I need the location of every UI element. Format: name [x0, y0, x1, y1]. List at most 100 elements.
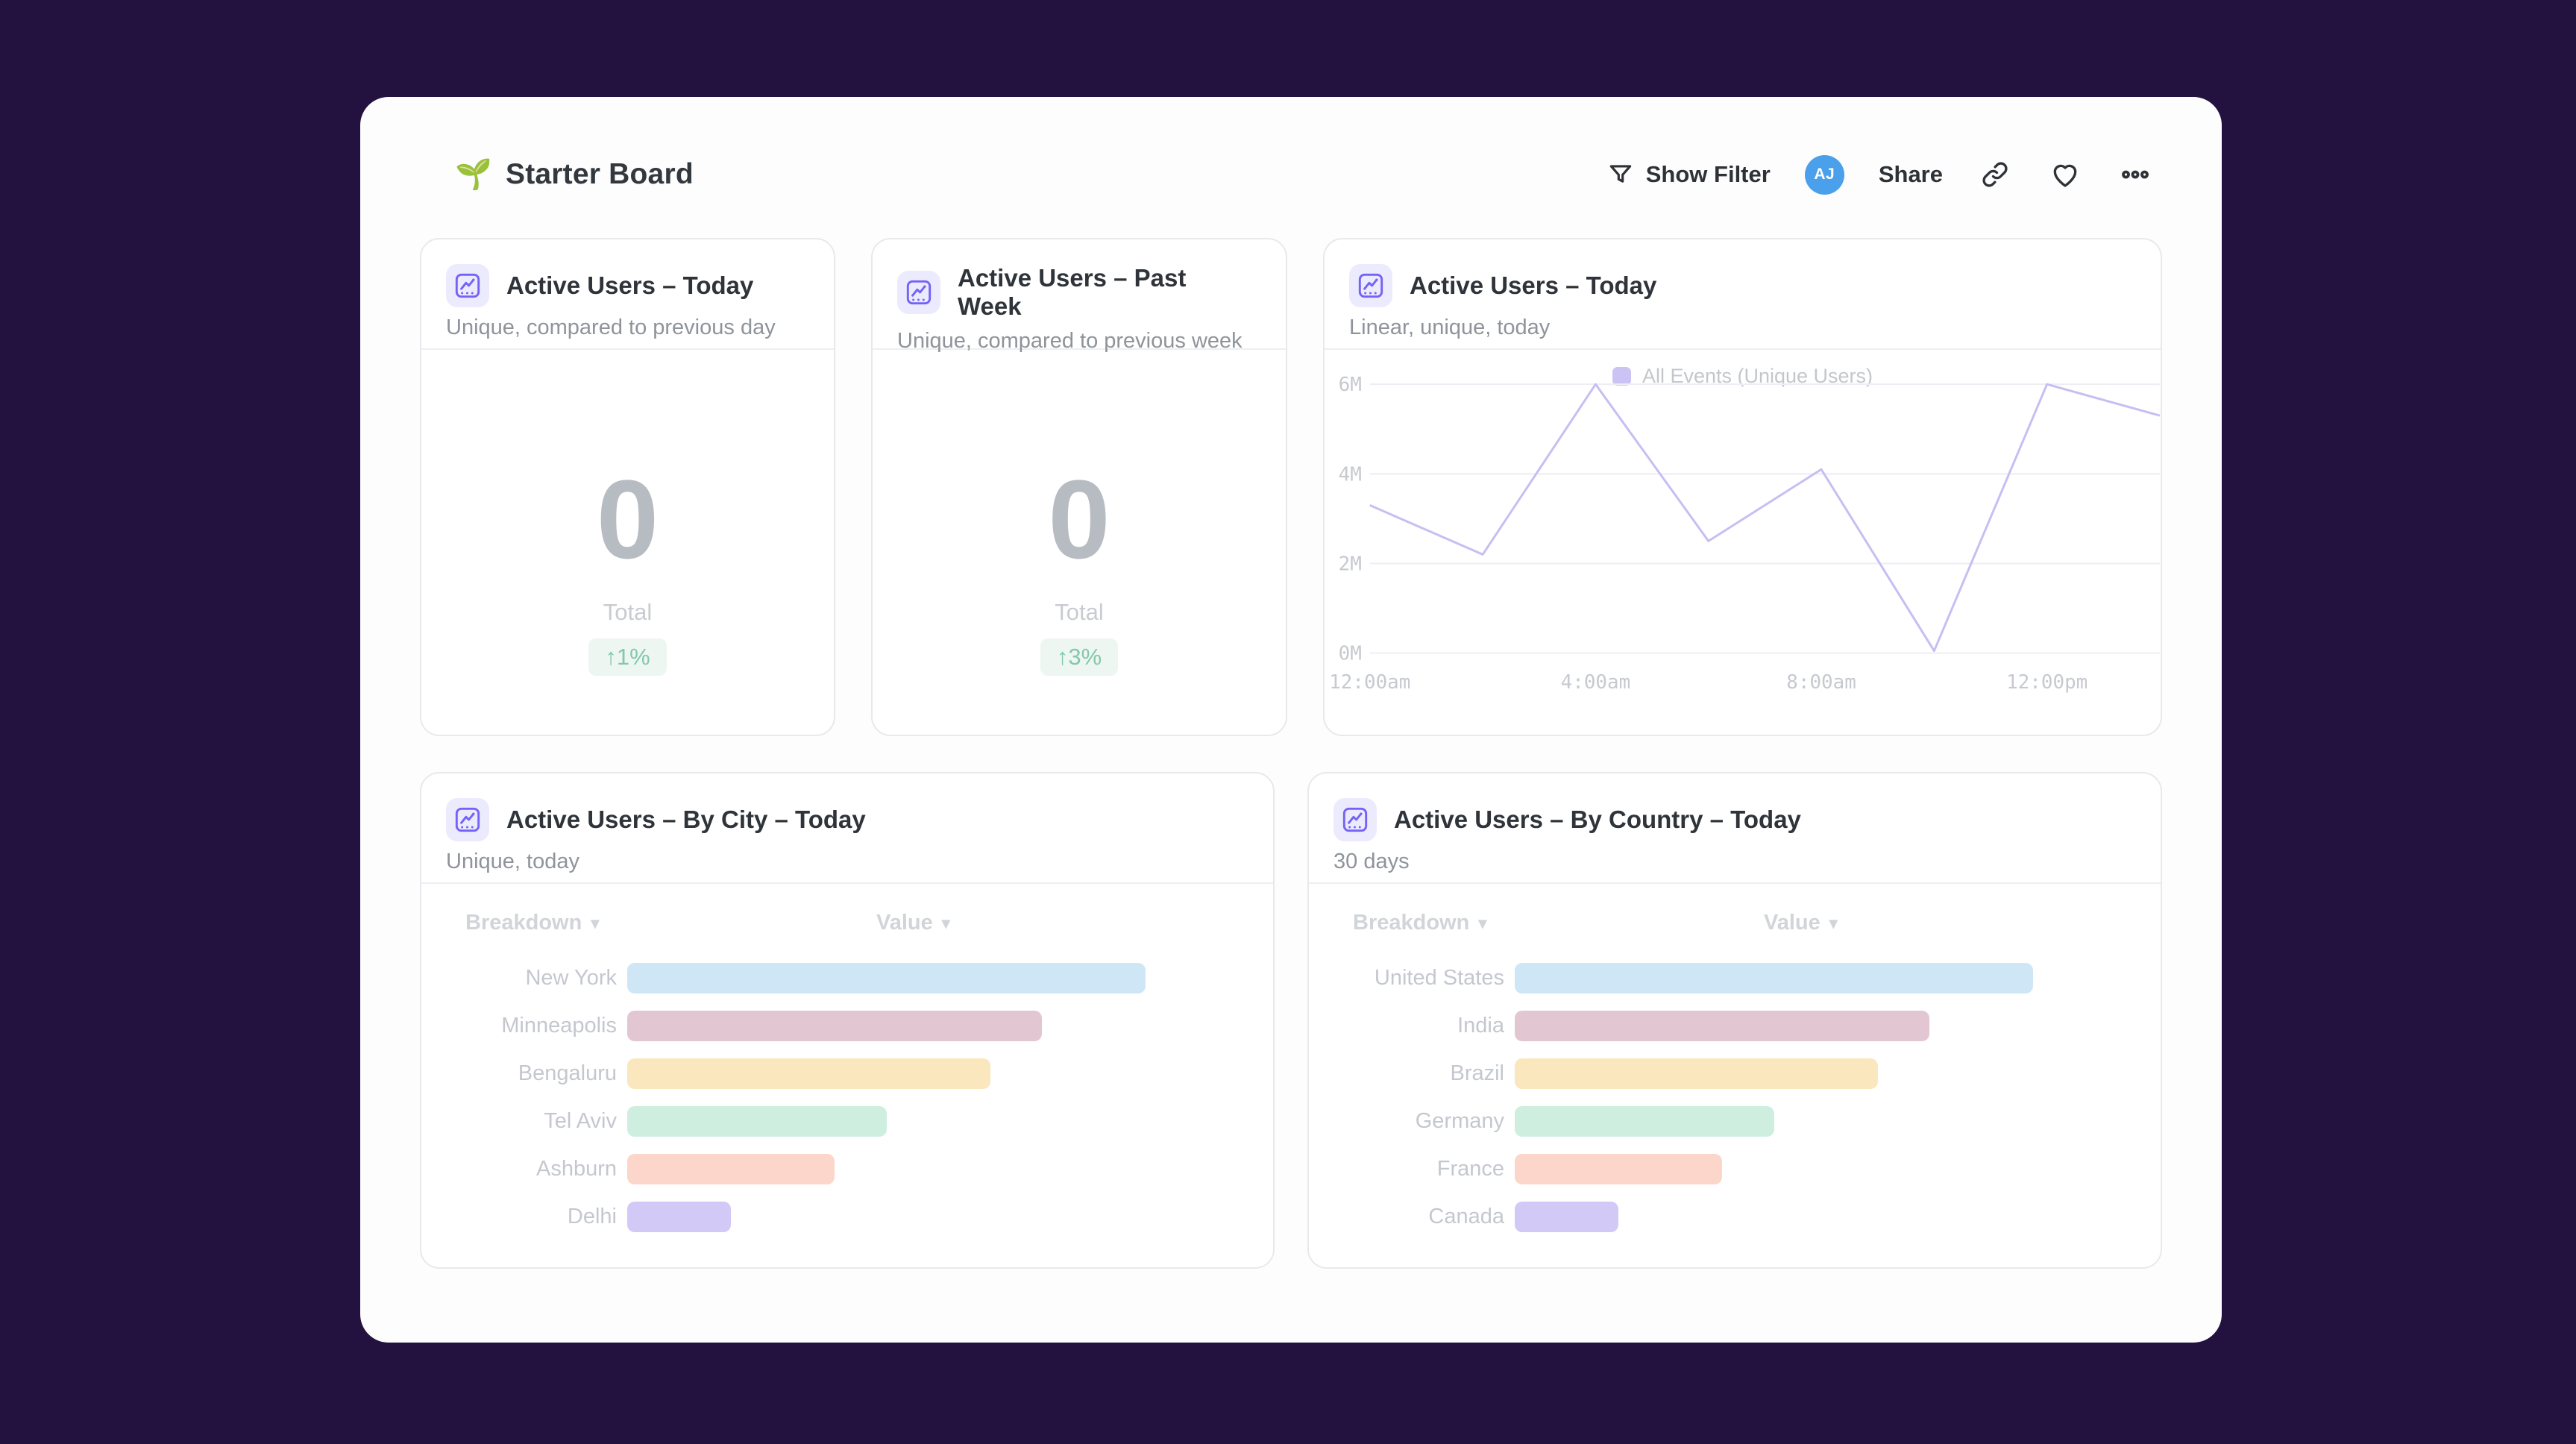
breakdown-column-header[interactable]: Breakdown ▾ [1353, 911, 1486, 935]
value-bar-track [627, 962, 1146, 993]
card-subtitle: Unique, compared to previous week [897, 329, 1243, 353]
chart-icon-box [1333, 798, 1377, 841]
card-subtitle: Unique, compared to previous day [446, 316, 776, 339]
table-row[interactable]: Ashburn [421, 1145, 1273, 1193]
value-bar-track [627, 1058, 1146, 1089]
value-bar[interactable] [627, 1105, 887, 1137]
show-filter-label: Show Filter [1645, 161, 1771, 187]
value-bar[interactable] [1515, 1058, 1878, 1089]
value-column-header[interactable]: Value ▾ [876, 911, 950, 935]
card-title[interactable]: Active Users – Past Week [958, 264, 1187, 320]
table-row[interactable]: Canada [1309, 1193, 2161, 1240]
line-chart-icon [1358, 273, 1383, 298]
card-active-users-past-week-kpi: Active Users – Past Week Unique, compare… [871, 238, 1287, 736]
chevron-down-icon: ▾ [941, 913, 950, 932]
card-title[interactable]: Active Users – Today [1410, 271, 1657, 299]
kpi-value: 0 [596, 456, 659, 582]
y-axis-tick: 2M [1339, 553, 1362, 575]
link-icon [1982, 162, 2008, 187]
y-axis-tick: 4M [1339, 463, 1362, 486]
chart-icon-box [897, 271, 940, 314]
favorite-button[interactable] [2047, 157, 2083, 192]
ellipsis-icon [2122, 170, 2149, 179]
value-bar-track [627, 1010, 1146, 1041]
table-row[interactable]: Delhi [421, 1193, 1273, 1240]
avatar[interactable]: AJ [1804, 154, 1844, 195]
card-header: Active Users – Past Week Unique, compare… [873, 239, 1286, 353]
line-series[interactable] [1369, 383, 2161, 653]
table-row[interactable]: Brazil [1309, 1049, 2161, 1097]
card-header: Active Users – Today Unique, compared to… [421, 239, 834, 350]
card-header: Active Users – By Country – Today 30 day… [1309, 773, 2161, 884]
breakdown-column-label: Breakdown [465, 911, 582, 935]
value-column-header[interactable]: Value ▾ [1764, 911, 1838, 935]
chart-icon-box [446, 264, 489, 307]
value-bar-track [1515, 1201, 2033, 1232]
x-axis-tick: 12:00pm [2006, 671, 2087, 694]
line-chart-icon [906, 280, 932, 305]
show-filter-button[interactable]: Show Filter [1606, 160, 1771, 189]
table-row[interactable]: India [1309, 1002, 2161, 1049]
chevron-down-icon: ▾ [1478, 913, 1487, 932]
board-title-text: Starter Board [506, 158, 694, 190]
card-subtitle: Linear, unique, today [1349, 316, 1551, 339]
card-title[interactable]: Active Users – Today [506, 271, 754, 299]
value-bar[interactable] [1515, 1105, 1774, 1137]
breakdown-label: Bengaluru [518, 1061, 617, 1085]
table-row[interactable]: New York [421, 954, 1273, 1002]
breakdown-table: Breakdown ▾ Value ▾ United States India Br… [1309, 884, 2161, 1267]
table-row[interactable]: Minneapolis [421, 1002, 1273, 1049]
value-bar[interactable] [627, 1153, 835, 1184]
value-bar[interactable] [627, 1058, 990, 1089]
table-row[interactable]: Tel Aviv [421, 1097, 1273, 1145]
breakdown-column-header[interactable]: Breakdown ▾ [465, 911, 599, 935]
card-title[interactable]: Active Users – By City – Today [506, 806, 866, 833]
kpi-delta-badge: ↑3% [1040, 638, 1119, 676]
board-toolbar: Show Filter AJ Share [1606, 154, 2153, 195]
more-options-button[interactable] [2117, 157, 2153, 192]
table-row[interactable]: Bengaluru [421, 1049, 1273, 1097]
breakdown-label: Ashburn [535, 1156, 617, 1181]
table-row[interactable]: United States [1309, 954, 2161, 1002]
x-axis-tick: 12:00am [1329, 671, 1410, 694]
value-bar[interactable] [1515, 1153, 1722, 1184]
value-bar[interactable] [1515, 1010, 1929, 1041]
breakdown-label: United States [1374, 965, 1504, 990]
card-header: Active Users – By City – Today Unique, t… [421, 773, 1273, 884]
line-chart-icon [1342, 807, 1368, 832]
breakdown-table: Breakdown ▾ Value ▾ New York Minneapolis B… [421, 884, 1273, 1267]
breakdown-label: France [1436, 1156, 1504, 1181]
y-axis-tick: 6M [1339, 374, 1362, 396]
value-bar[interactable] [627, 1201, 731, 1232]
value-bar-track [1515, 1058, 2033, 1089]
card-active-users-by-city: Active Users – By City – Today Unique, t… [420, 772, 1275, 1269]
value-bar[interactable] [1515, 962, 2033, 993]
board-title: 🌱 Starter Board [455, 158, 694, 191]
kpi-delta-badge: ↑1% [588, 638, 667, 676]
line-chart-icon [455, 807, 480, 832]
copy-link-button[interactable] [1977, 157, 2013, 192]
y-axis-tick: 0M [1339, 643, 1362, 665]
value-bar[interactable] [1515, 1201, 1618, 1232]
value-bar-track [627, 1153, 1146, 1184]
breakdown-column-label: Breakdown [1353, 911, 1470, 935]
chart-legend[interactable]: All Events (Unique Users) [1325, 365, 2161, 388]
filter-funnel-icon [1609, 165, 1631, 183]
card-header: Active Users – Today Linear, unique, tod… [1325, 239, 2161, 350]
card-subtitle: Unique, today [446, 850, 579, 873]
chevron-down-icon: ▾ [1829, 913, 1838, 932]
share-label: Share [1878, 161, 1943, 187]
line-chart-svg[interactable]: 0M 2M 4M 6M 12:00am 4:00am 8:00am 12:00pm [1325, 350, 2161, 735]
table-row[interactable]: France [1309, 1145, 2161, 1193]
table-rows: New York Minneapolis Bengaluru Tel Aviv Ashb… [421, 951, 1273, 1240]
value-bar[interactable] [627, 962, 1146, 993]
share-button[interactable]: Share [1879, 161, 1943, 188]
value-bar[interactable] [627, 1010, 1042, 1041]
card-title[interactable]: Active Users – By Country – Today [1394, 806, 1801, 833]
value-bar-track [1515, 1105, 2033, 1137]
table-row[interactable]: Germany [1309, 1097, 2161, 1145]
chevron-down-icon: ▾ [591, 913, 600, 932]
kpi-value: 0 [1048, 456, 1110, 582]
kpi-body: 0 Total ↑1% [421, 350, 834, 735]
line-chart-body: All Events (Unique Users) 0M 2M 4M 6M 12:00a… [1325, 350, 2161, 735]
